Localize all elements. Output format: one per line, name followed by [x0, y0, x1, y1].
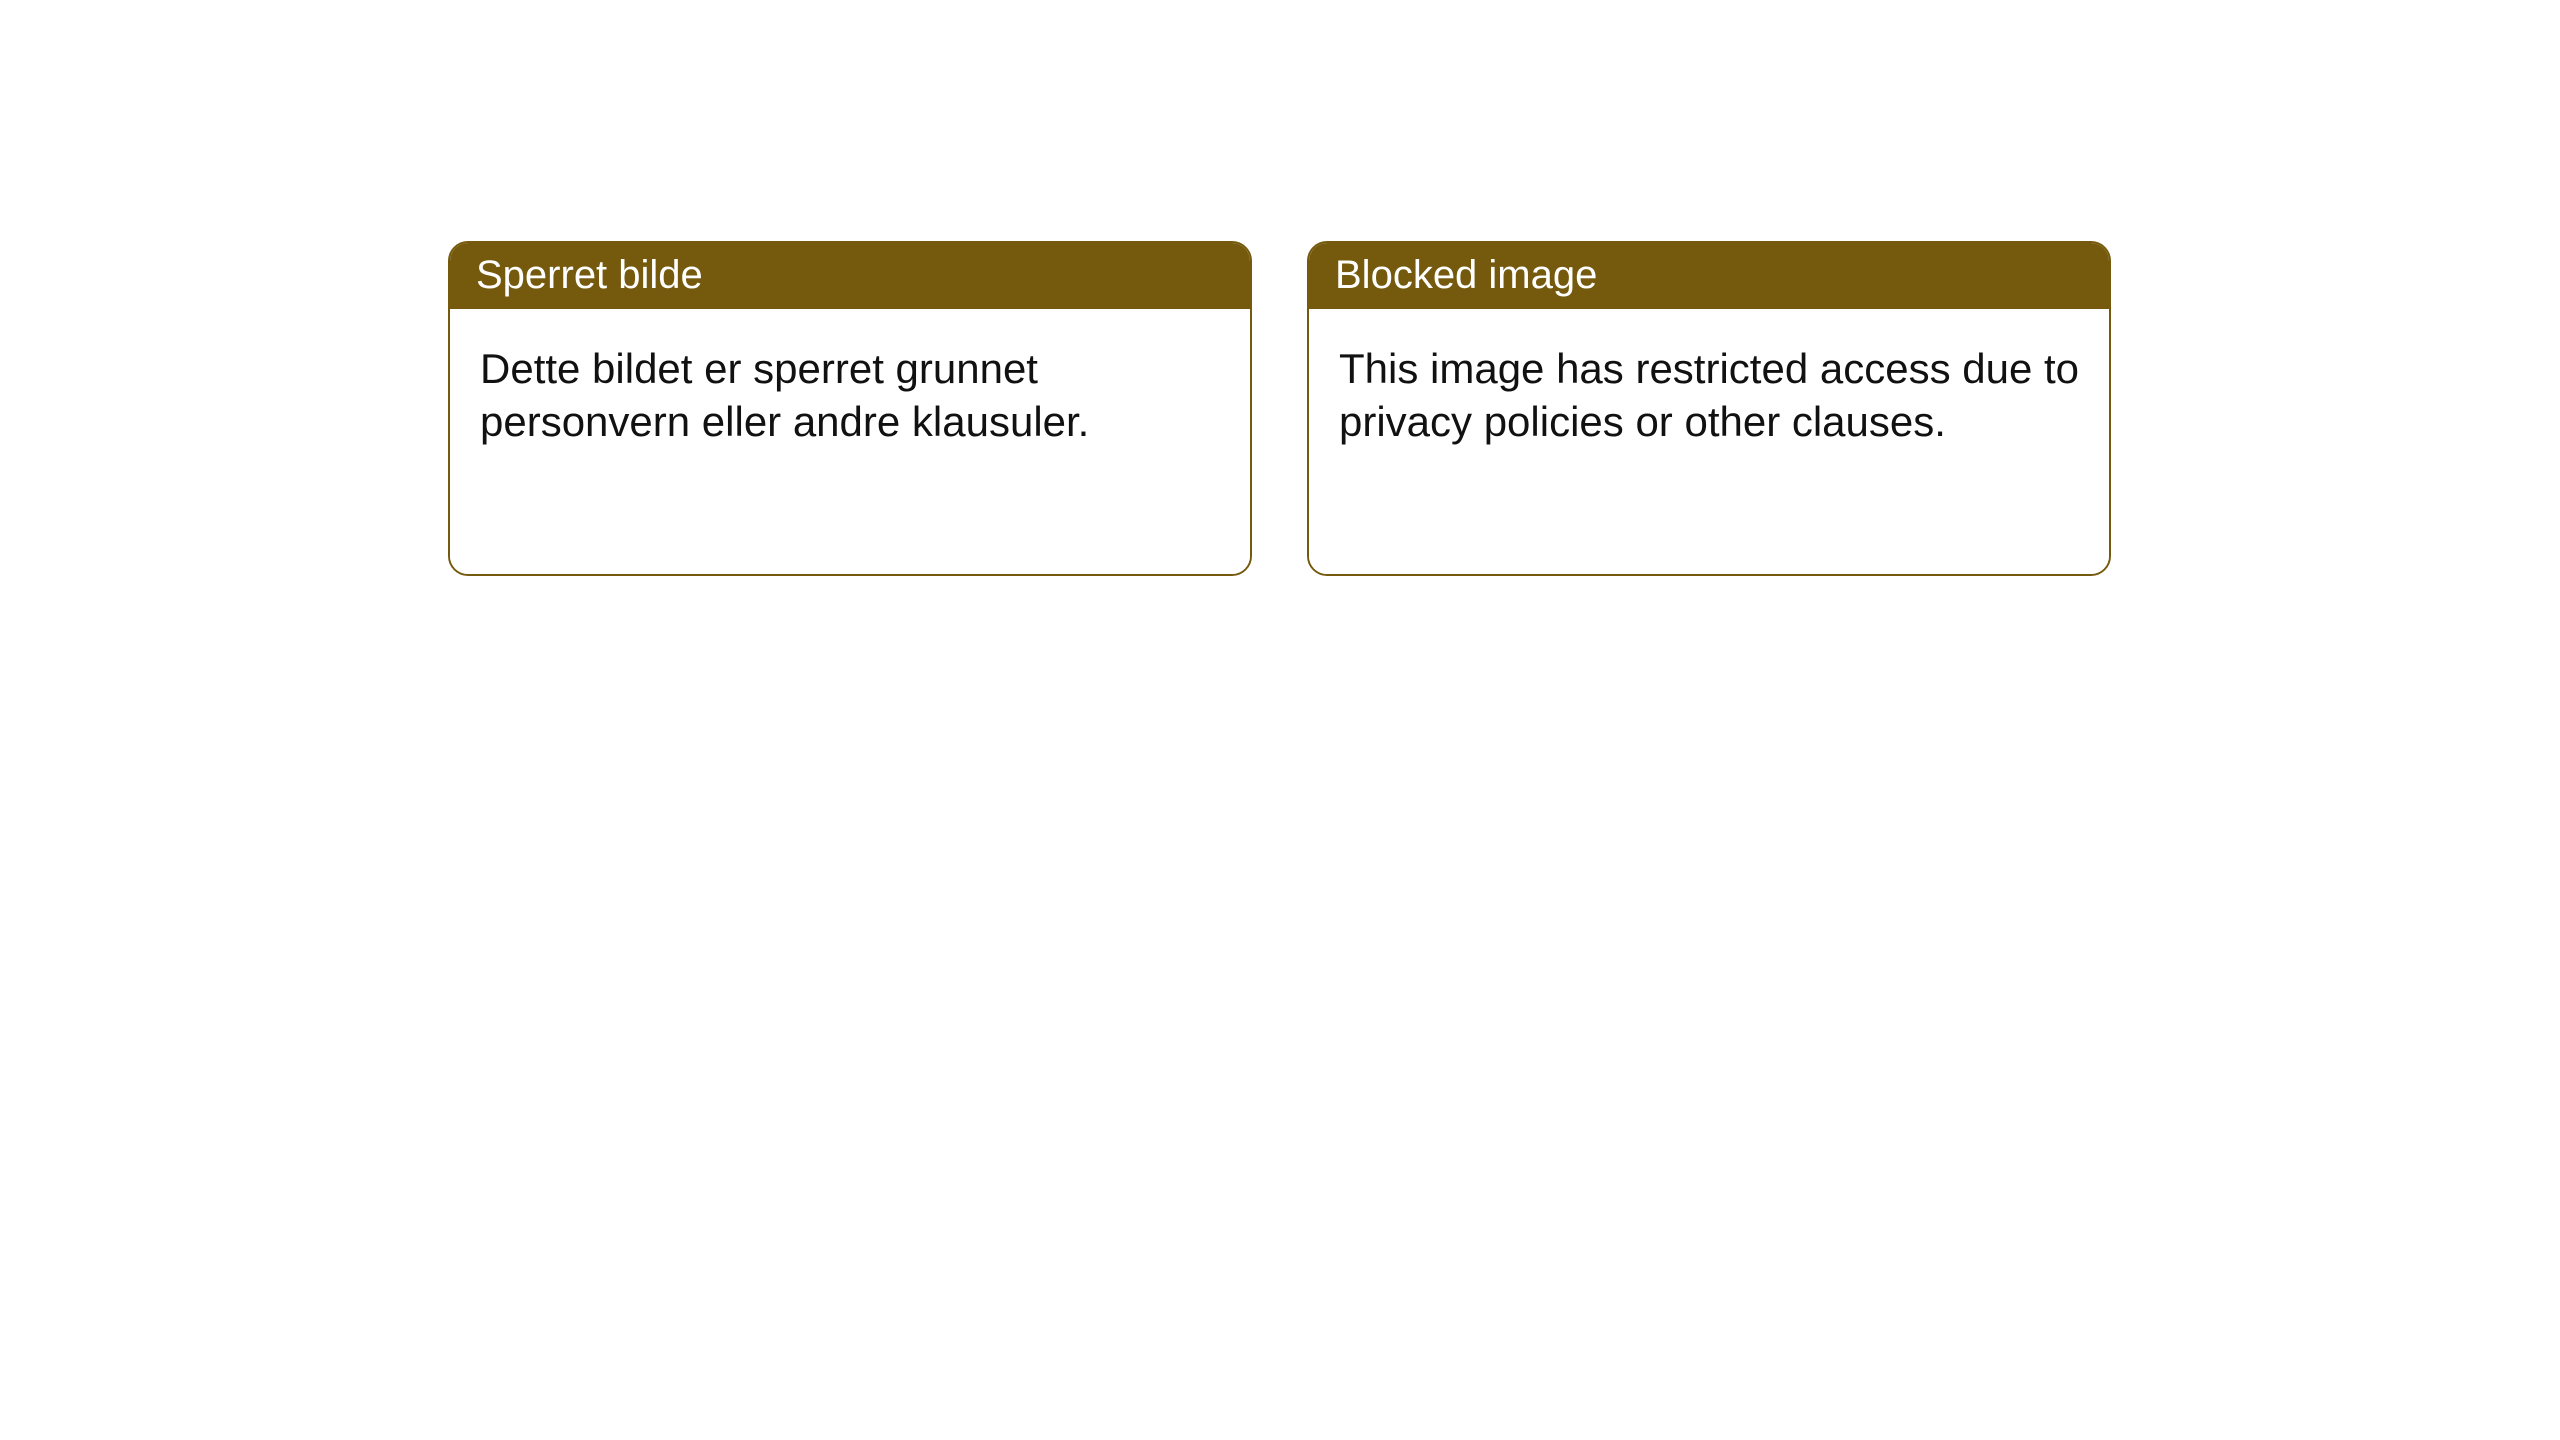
notice-body-norwegian: Dette bildet er sperret grunnet personve… [450, 309, 1250, 574]
notice-card-english: Blocked image This image has restricted … [1307, 241, 2111, 576]
notice-body-english: This image has restricted access due to … [1309, 309, 2109, 574]
notice-title-norwegian: Sperret bilde [450, 243, 1250, 309]
notice-title-english: Blocked image [1309, 243, 2109, 309]
notice-container: Sperret bilde Dette bildet er sperret gr… [0, 0, 2560, 576]
notice-card-norwegian: Sperret bilde Dette bildet er sperret gr… [448, 241, 1252, 576]
